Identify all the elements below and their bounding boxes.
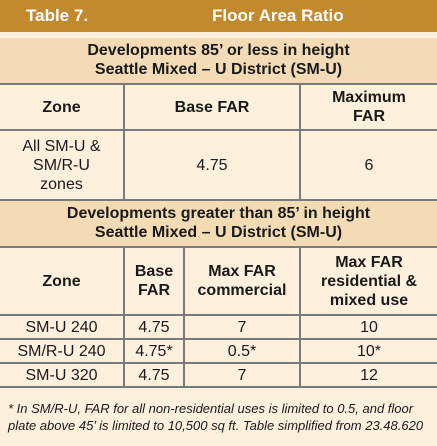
zone-cell: SM-U 320 xyxy=(0,362,125,388)
zone-cell: All SM-U & SM/R-U zones xyxy=(0,129,125,201)
base-far-cell: 4.75 xyxy=(123,129,301,201)
table-row: SM/R-U 240 4.75* 0.5* 10* xyxy=(0,338,437,364)
residential-far-cell: 10 xyxy=(299,314,437,340)
section2-heading: Developments greater than 85’ in height … xyxy=(0,201,437,246)
table-title: Floor Area Ratio xyxy=(212,6,344,25)
residential-far-cell: 10* xyxy=(299,338,437,364)
base-far-cell: 4.75* xyxy=(123,338,185,364)
header-base-far: Base FAR xyxy=(123,246,185,316)
table-number: Table 7. xyxy=(26,6,89,25)
residential-far-cell: 12 xyxy=(299,362,437,388)
commercial-far-cell: 0.5* xyxy=(183,338,301,364)
section1-heading-line2: Seattle Mixed – U District (SM-U) xyxy=(94,61,343,78)
section2-heading-line2: Seattle Mixed – U District (SM-U) xyxy=(94,224,343,241)
header-zone: Zone xyxy=(0,83,125,131)
base-far-cell: 4.75 xyxy=(123,362,185,388)
section2-header-row: Zone Base FAR Max FAR commercial Max FAR… xyxy=(0,246,437,316)
header-maximum-far-label: Maximum FAR xyxy=(332,89,406,125)
commercial-far-cell: 7 xyxy=(183,362,301,388)
header-base-far-label: Base FAR xyxy=(134,263,174,299)
header-maximum-far: Maximum FAR xyxy=(299,83,437,131)
commercial-far-cell: 7 xyxy=(183,314,301,340)
zone-cell: SM/R-U 240 xyxy=(0,338,125,364)
header-base-far: Base FAR xyxy=(123,83,301,131)
header-max-far-commercial-label: Max FAR commercial xyxy=(197,263,287,299)
max-far-cell: 6 xyxy=(299,129,437,201)
section1-heading: Developments 85’ or less in height Seatt… xyxy=(0,38,437,83)
table-title-bar: Table 7. Floor Area Ratio xyxy=(0,0,437,32)
base-far-cell: 4.75 xyxy=(123,314,185,340)
zone-label: All SM-U & SM/R-U zones xyxy=(22,137,101,193)
section2-heading-line1: Developments greater than 85’ in height xyxy=(66,205,371,222)
table-row: All SM-U & SM/R-U zones 4.75 6 xyxy=(0,129,437,201)
section1-table: Zone Base FAR Maximum FAR All SM-U & SM/… xyxy=(0,83,437,201)
table-row: SM-U 320 4.75 7 12 xyxy=(0,362,437,388)
table-row: SM-U 240 4.75 7 10 xyxy=(0,314,437,340)
zone-cell: SM-U 240 xyxy=(0,314,125,340)
section2-table: Zone Base FAR Max FAR commercial Max FAR… xyxy=(0,246,437,388)
footnote: * In SM/R-U, FAR for all non-residential… xyxy=(8,401,424,433)
header-max-far-residential: Max FAR residential & mixed use xyxy=(299,246,437,316)
header-zone: Zone xyxy=(0,246,125,316)
header-max-far-commercial: Max FAR commercial xyxy=(183,246,301,316)
section1-header-row: Zone Base FAR Maximum FAR xyxy=(0,83,437,131)
section1-heading-line1: Developments 85’ or less in height xyxy=(87,42,350,59)
header-max-far-residential-label: Max FAR residential & mixed use xyxy=(320,253,418,309)
